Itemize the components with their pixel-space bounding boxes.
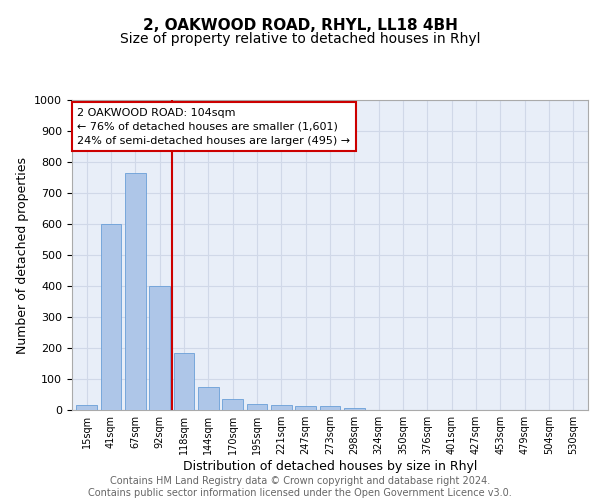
Bar: [198, 387, 218, 410]
Bar: [295, 406, 316, 410]
Bar: [344, 408, 365, 410]
Bar: [320, 406, 340, 410]
Bar: [125, 173, 146, 410]
Y-axis label: Number of detached properties: Number of detached properties: [16, 156, 29, 354]
Bar: [222, 399, 243, 410]
Text: 2, OAKWOOD ROAD, RHYL, LL18 4BH: 2, OAKWOOD ROAD, RHYL, LL18 4BH: [143, 18, 457, 32]
Bar: [247, 404, 268, 410]
Bar: [271, 406, 292, 410]
Bar: [101, 224, 121, 410]
Text: Size of property relative to detached houses in Rhyl: Size of property relative to detached ho…: [120, 32, 480, 46]
Text: Contains HM Land Registry data © Crown copyright and database right 2024.
Contai: Contains HM Land Registry data © Crown c…: [88, 476, 512, 498]
Text: 2 OAKWOOD ROAD: 104sqm
← 76% of detached houses are smaller (1,601)
24% of semi-: 2 OAKWOOD ROAD: 104sqm ← 76% of detached…: [77, 108, 350, 146]
Bar: [149, 286, 170, 410]
Bar: [173, 352, 194, 410]
X-axis label: Distribution of detached houses by size in Rhyl: Distribution of detached houses by size …: [183, 460, 477, 473]
Bar: [76, 406, 97, 410]
